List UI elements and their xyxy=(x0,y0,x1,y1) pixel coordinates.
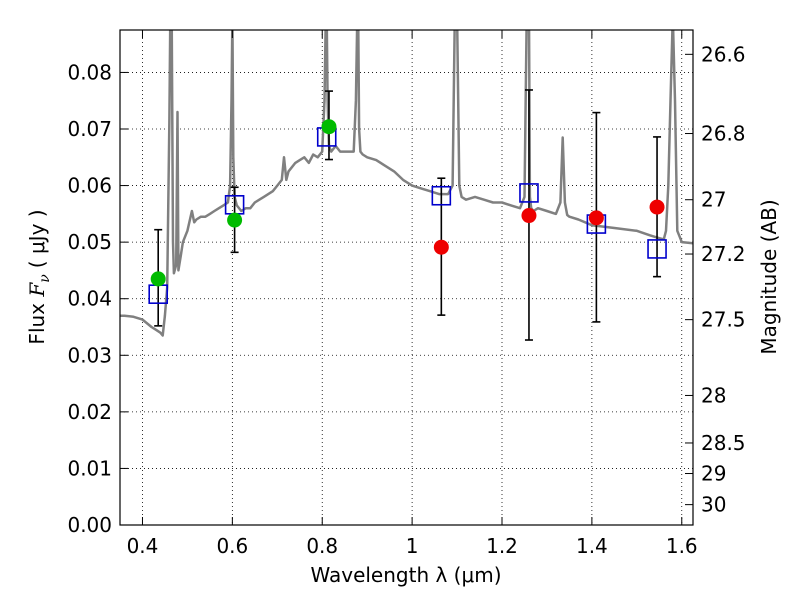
x-axis-label: Wavelength λ (μm) xyxy=(310,563,501,587)
grid-lines xyxy=(120,30,693,526)
template-spectrum-line xyxy=(120,30,693,337)
y-axis-label-symbol: F xyxy=(25,282,49,298)
x-tick-label: 0.8 xyxy=(306,534,338,558)
y2-tick-label: 27.5 xyxy=(701,308,746,332)
y2-axis-label: Magnitude (AB) xyxy=(757,199,781,354)
y-tick-label: 0.01 xyxy=(67,456,112,480)
model-flux-square xyxy=(519,183,539,203)
model-flux-square xyxy=(647,239,667,259)
y2-tick-label: 29 xyxy=(701,462,726,486)
y-tick-label: 0.05 xyxy=(67,230,112,254)
x-tick-label: 0.6 xyxy=(216,534,248,558)
x-tick-label: 1.4 xyxy=(576,534,608,558)
y2-tick-label: 28.5 xyxy=(701,431,746,455)
observed-point-detected xyxy=(321,119,337,135)
y-tick-label: 0.03 xyxy=(67,343,112,367)
y-tick-label: 0.07 xyxy=(67,117,112,141)
observed-point-detected xyxy=(150,271,166,287)
y2-tick-label: 26.8 xyxy=(701,122,746,146)
axis-ticks xyxy=(120,30,693,526)
y-axis-label: Flux Fν ( μJy ) xyxy=(25,209,53,344)
observed-point-upper xyxy=(649,199,665,215)
y-tick-label: 0.08 xyxy=(67,60,112,84)
y2-tick-label: 26.6 xyxy=(701,42,746,66)
y-tick-label: 0.04 xyxy=(67,287,112,311)
y-axis-label-unit: ( μJy ) xyxy=(25,209,49,268)
y-tick-label: 0.02 xyxy=(67,400,112,424)
y-tick-label: 0.06 xyxy=(67,174,112,198)
x-tick-label: 1.2 xyxy=(486,534,518,558)
y2-tick-label: 27 xyxy=(701,188,726,212)
observed-point-detected xyxy=(227,212,243,228)
y2-tick-label: 30 xyxy=(701,493,726,517)
observed-point-upper xyxy=(588,210,604,226)
y-tick-label: 0.00 xyxy=(67,513,112,537)
observed-point-upper xyxy=(433,239,449,255)
plot-area-background xyxy=(120,30,693,525)
tick-labels: 0.4 0.6 0.8 1 1.2 1.4 1.6 0.00 0.01 0.02 0.03 0.04 0… xyxy=(67,42,745,558)
observed-point-upper xyxy=(521,208,537,224)
model-flux-square xyxy=(431,185,452,206)
y-axis-label-prefix: Flux xyxy=(25,297,49,345)
plot-frame xyxy=(119,29,694,526)
y2-tick-label: 28 xyxy=(701,383,726,407)
x-tick-label: 1 xyxy=(406,534,419,558)
y2-tick-label: 27.2 xyxy=(701,242,746,266)
x-tick-label: 1.6 xyxy=(666,534,698,558)
plot-content xyxy=(120,30,693,341)
x-tick-label: 0.4 xyxy=(127,534,159,558)
y-axis-label-subscript: ν xyxy=(37,274,53,283)
